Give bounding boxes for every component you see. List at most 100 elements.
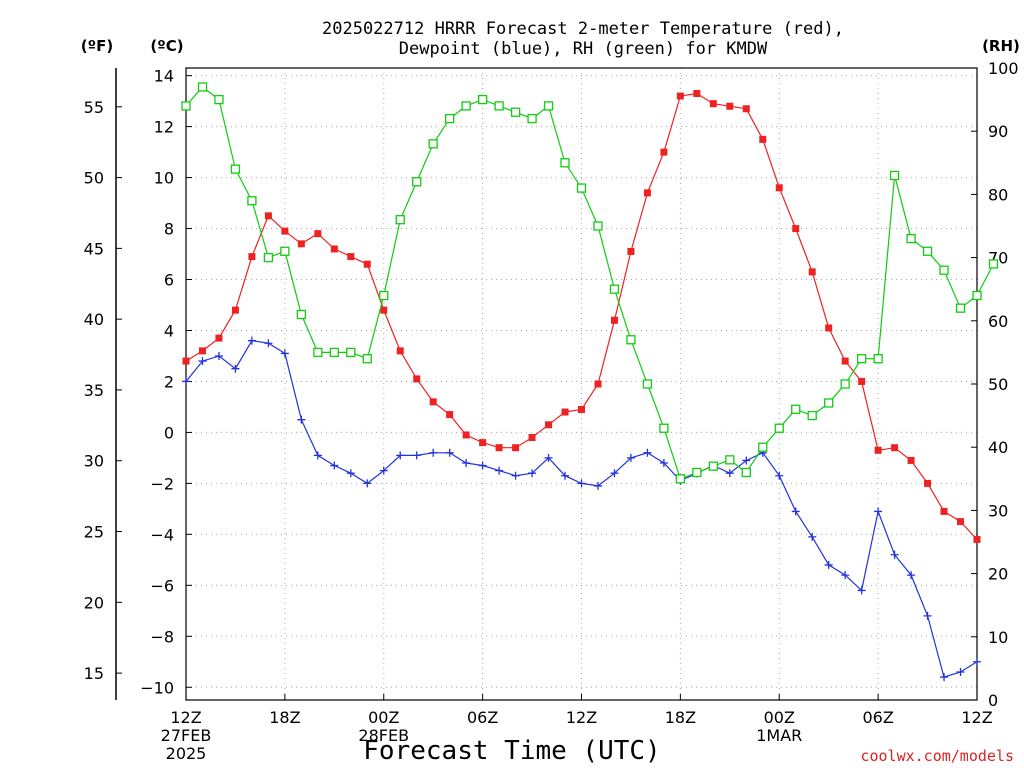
series bbox=[181, 82, 999, 682]
rh-point bbox=[477, 94, 488, 105]
temperature-point bbox=[759, 135, 767, 143]
dewpoint-point bbox=[495, 466, 504, 475]
dewpoint-point bbox=[577, 479, 586, 488]
fahrenheit-tick-label: 40 bbox=[84, 310, 104, 329]
temperature-point bbox=[643, 189, 651, 197]
temperature-point bbox=[924, 479, 932, 487]
rh-point bbox=[988, 259, 999, 269]
temperature-point bbox=[264, 212, 272, 220]
x-tick-label: 18Z bbox=[269, 708, 300, 727]
dewpoint-point bbox=[841, 571, 850, 580]
temperature-point bbox=[248, 253, 256, 261]
temperature-point bbox=[446, 411, 454, 419]
temperature-point bbox=[182, 357, 190, 365]
celsius-tick-label: 0 bbox=[164, 423, 174, 442]
temperature-point bbox=[561, 408, 569, 416]
temperature-point bbox=[874, 446, 882, 454]
dewpoint-point bbox=[264, 339, 273, 348]
x-tick-label: 06Z bbox=[862, 708, 893, 727]
dewpoint-point bbox=[313, 451, 322, 460]
temperature-point bbox=[660, 148, 668, 156]
temperature-point bbox=[808, 268, 816, 276]
temperature-point bbox=[891, 444, 899, 452]
dewpoint-point bbox=[907, 571, 916, 580]
rh-point bbox=[840, 379, 850, 389]
rh-point bbox=[609, 284, 620, 294]
rh-point bbox=[824, 398, 834, 408]
dewpoint-point bbox=[857, 586, 866, 595]
dewpoint-point bbox=[396, 451, 405, 460]
temperature-point bbox=[545, 421, 553, 429]
temperature-point bbox=[940, 507, 948, 515]
rh-point bbox=[955, 303, 966, 313]
rh-point bbox=[939, 265, 949, 275]
celsius-tick-label: −8 bbox=[150, 627, 174, 646]
rh-point bbox=[692, 467, 702, 478]
rh-point bbox=[774, 423, 784, 433]
temperature-point bbox=[610, 316, 618, 324]
rh-point bbox=[791, 404, 801, 414]
temperature-point bbox=[841, 357, 849, 365]
dewpoint-point bbox=[940, 673, 949, 682]
x-tick-label: 27FEB bbox=[161, 726, 212, 745]
dewpoint-point bbox=[363, 479, 372, 488]
rh-point bbox=[708, 461, 718, 471]
dewpoint-point bbox=[824, 560, 833, 569]
x-tick-label: 1MAR bbox=[756, 726, 802, 745]
x-tick-label: 12Z bbox=[961, 708, 992, 727]
temperature-point bbox=[281, 227, 289, 235]
temperature-point bbox=[462, 431, 470, 439]
x-tick-label: 28FEB bbox=[358, 726, 409, 745]
rh-point bbox=[362, 354, 372, 364]
x-tick-label: 12Z bbox=[170, 708, 201, 727]
rh-tick-label: 50 bbox=[988, 375, 1008, 394]
temperature-point bbox=[347, 253, 355, 261]
temperature-point bbox=[363, 260, 371, 268]
rh-tick-label: 10 bbox=[988, 628, 1008, 647]
chart-title-line1: 2025022712 HRRR Forecast 2-meter Tempera… bbox=[322, 19, 844, 39]
celsius-unit-label: (ºC) bbox=[150, 37, 183, 55]
rh-series-line bbox=[185, 86, 995, 480]
chart-title-line2: Dewpoint (blue), RH (green) for KMDW bbox=[399, 39, 768, 59]
dewpoint-point bbox=[528, 469, 537, 478]
rh-tick-label: 80 bbox=[988, 185, 1008, 204]
dewpoint-point bbox=[593, 481, 602, 490]
dewpoint-point bbox=[379, 466, 388, 475]
temperature-point bbox=[479, 439, 487, 447]
dewpoint-point bbox=[659, 459, 668, 467]
rh-tick-label: 90 bbox=[988, 122, 1008, 141]
dewpoint-point bbox=[346, 469, 355, 478]
rh-point bbox=[543, 101, 554, 111]
x-axis-label: Forecast Time (UTC) bbox=[363, 736, 660, 766]
rh-point bbox=[510, 107, 521, 117]
temperature-point bbox=[693, 89, 701, 97]
celsius-tick-label: −6 bbox=[150, 576, 174, 595]
dewpoint-point bbox=[297, 415, 306, 424]
rh-point bbox=[659, 423, 669, 433]
rh-point bbox=[296, 309, 307, 320]
dewpoint-point bbox=[231, 364, 240, 373]
dewpoint-point bbox=[182, 377, 190, 386]
rh-tick-label: 40 bbox=[988, 438, 1008, 457]
dewpoint-point bbox=[511, 471, 520, 480]
dewpoint-point bbox=[791, 507, 800, 516]
temperature-point bbox=[380, 306, 388, 314]
rh-point bbox=[247, 196, 257, 206]
celsius-tick-label: −4 bbox=[150, 525, 174, 544]
dewpoint-point bbox=[429, 448, 438, 457]
rh-point bbox=[807, 410, 817, 421]
dewpoint-point bbox=[725, 469, 734, 478]
rh-point bbox=[675, 474, 686, 484]
temperature-point bbox=[314, 230, 322, 238]
rh-point bbox=[197, 82, 208, 92]
fahrenheit-tick-label: 55 bbox=[84, 98, 104, 117]
temperature-point bbox=[709, 100, 717, 108]
celsius-tick-label: 6 bbox=[164, 271, 174, 290]
temperature-point bbox=[907, 456, 915, 464]
rh-point bbox=[263, 252, 274, 263]
rh-tick-label: 100 bbox=[988, 59, 1019, 78]
celsius-tick-label: −10 bbox=[140, 678, 174, 697]
rh-point bbox=[576, 183, 587, 193]
rh-unit-label: (RH) bbox=[982, 37, 1020, 55]
rh-point bbox=[395, 215, 405, 225]
